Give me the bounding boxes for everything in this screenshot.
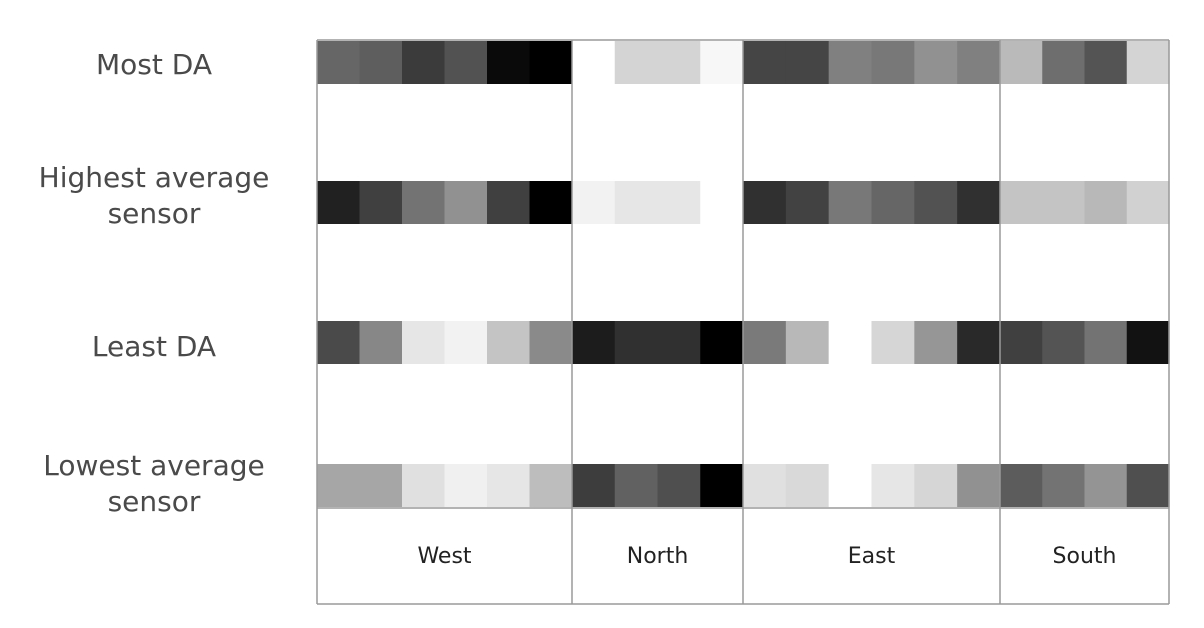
row-label: sensor bbox=[108, 197, 201, 230]
heatmap-cell bbox=[614, 181, 659, 224]
heatmap-cell bbox=[444, 41, 488, 84]
heatmap-cell bbox=[785, 181, 830, 224]
heatmap-cell bbox=[1126, 181, 1170, 224]
heatmap-cell bbox=[700, 41, 744, 84]
heatmap-cell bbox=[402, 464, 446, 507]
heatmap-cell bbox=[743, 464, 787, 507]
heatmap-cell bbox=[444, 464, 488, 507]
heatmap-cell bbox=[871, 321, 915, 364]
heatmap-cell bbox=[359, 321, 403, 364]
row-label: Highest average bbox=[39, 161, 270, 194]
row-label: Lowest average bbox=[43, 449, 264, 482]
heatmap-cell bbox=[1084, 181, 1128, 224]
heatmap-cell bbox=[359, 464, 403, 507]
heatmap-cell bbox=[317, 181, 361, 224]
heatmap-cell bbox=[700, 321, 744, 364]
heatmap-cell bbox=[1126, 464, 1170, 507]
heatmap-cell bbox=[1000, 321, 1043, 364]
heatmap-cell bbox=[828, 41, 873, 84]
heatmap-cell bbox=[317, 321, 361, 364]
heatmap-cell bbox=[614, 464, 659, 507]
heatmap-cell bbox=[529, 321, 573, 364]
heatmap-cell bbox=[1000, 181, 1043, 224]
heatmap-cell bbox=[402, 321, 446, 364]
heatmap-cell bbox=[614, 41, 659, 84]
heatmap-cell bbox=[317, 41, 361, 84]
heatmap-cell bbox=[529, 41, 573, 84]
heatmap-cell bbox=[957, 321, 1001, 364]
heatmap-cell bbox=[1042, 41, 1086, 84]
heatmap-grid bbox=[316, 39, 1170, 605]
heatmap-cell bbox=[957, 41, 1001, 84]
heatmap-cell bbox=[871, 181, 915, 224]
heatmap-cell bbox=[785, 41, 830, 84]
column-labels: West North East South bbox=[417, 544, 1116, 569]
heatmap-cell bbox=[529, 181, 573, 224]
heatmap-cell bbox=[317, 464, 361, 507]
column-label: West bbox=[417, 544, 471, 569]
heatmap-cell bbox=[487, 321, 531, 364]
heatmap-cell bbox=[785, 464, 830, 507]
heatmap-cell bbox=[957, 181, 1001, 224]
heatmap-cell bbox=[487, 41, 531, 84]
heatmap-cell bbox=[572, 41, 616, 84]
heatmap-cell bbox=[614, 321, 659, 364]
heatmap-cell bbox=[444, 181, 488, 224]
heatmap-cell bbox=[402, 181, 446, 224]
heatmap-cell bbox=[444, 321, 488, 364]
heatmap-cell bbox=[657, 321, 701, 364]
heatmap-cell bbox=[1126, 321, 1170, 364]
column-label: East bbox=[848, 544, 896, 569]
heatmap-cell bbox=[743, 181, 787, 224]
heatmap-cell bbox=[529, 464, 573, 507]
heatmap-cell bbox=[1042, 464, 1086, 507]
heatmap-cell bbox=[871, 464, 915, 507]
column-label: South bbox=[1053, 544, 1117, 569]
heatmap-cell bbox=[487, 181, 531, 224]
heatmap-cell bbox=[914, 321, 958, 364]
row-label: Most DA bbox=[96, 48, 212, 81]
heatmap-cell bbox=[657, 181, 701, 224]
heatmap-cell bbox=[914, 41, 958, 84]
row-label: Least DA bbox=[92, 330, 216, 363]
heatmap-cell bbox=[359, 181, 403, 224]
heatmap-cell bbox=[572, 321, 616, 364]
heatmap-cell bbox=[1084, 464, 1128, 507]
heatmap-cell bbox=[828, 321, 873, 364]
heatmap-cell bbox=[1000, 464, 1043, 507]
heatmap-cell bbox=[871, 41, 915, 84]
heatmap-cell bbox=[487, 464, 531, 507]
heatmap-cell bbox=[1000, 41, 1043, 84]
column-label: North bbox=[627, 544, 689, 569]
heatmap-cell bbox=[914, 181, 958, 224]
heatmap-cell bbox=[572, 464, 616, 507]
heatmap-cell bbox=[1126, 41, 1170, 84]
heatmap-cell bbox=[828, 181, 873, 224]
heatmap-cell bbox=[785, 321, 830, 364]
heatmap-cell bbox=[1084, 321, 1128, 364]
heatmap-cell bbox=[657, 41, 701, 84]
row-label: sensor bbox=[108, 485, 201, 518]
heatmap-cell bbox=[1042, 181, 1086, 224]
heatmap-cell bbox=[657, 464, 701, 507]
heatmap-cell bbox=[572, 181, 616, 224]
heatmap-cell bbox=[1042, 321, 1086, 364]
heatmap-cells bbox=[317, 41, 1170, 507]
heatmap-cell bbox=[957, 464, 1001, 507]
heatmap-cell bbox=[700, 181, 744, 224]
heatmap-cell bbox=[743, 321, 787, 364]
heatmap-cell bbox=[700, 464, 744, 507]
heatmap-cell bbox=[359, 41, 403, 84]
heatmap-cell bbox=[402, 41, 446, 84]
heatmap-cell bbox=[828, 464, 873, 507]
heatmap-cell bbox=[1084, 41, 1128, 84]
heatmap-cell bbox=[743, 41, 787, 84]
heatmap-cell bbox=[914, 464, 958, 507]
